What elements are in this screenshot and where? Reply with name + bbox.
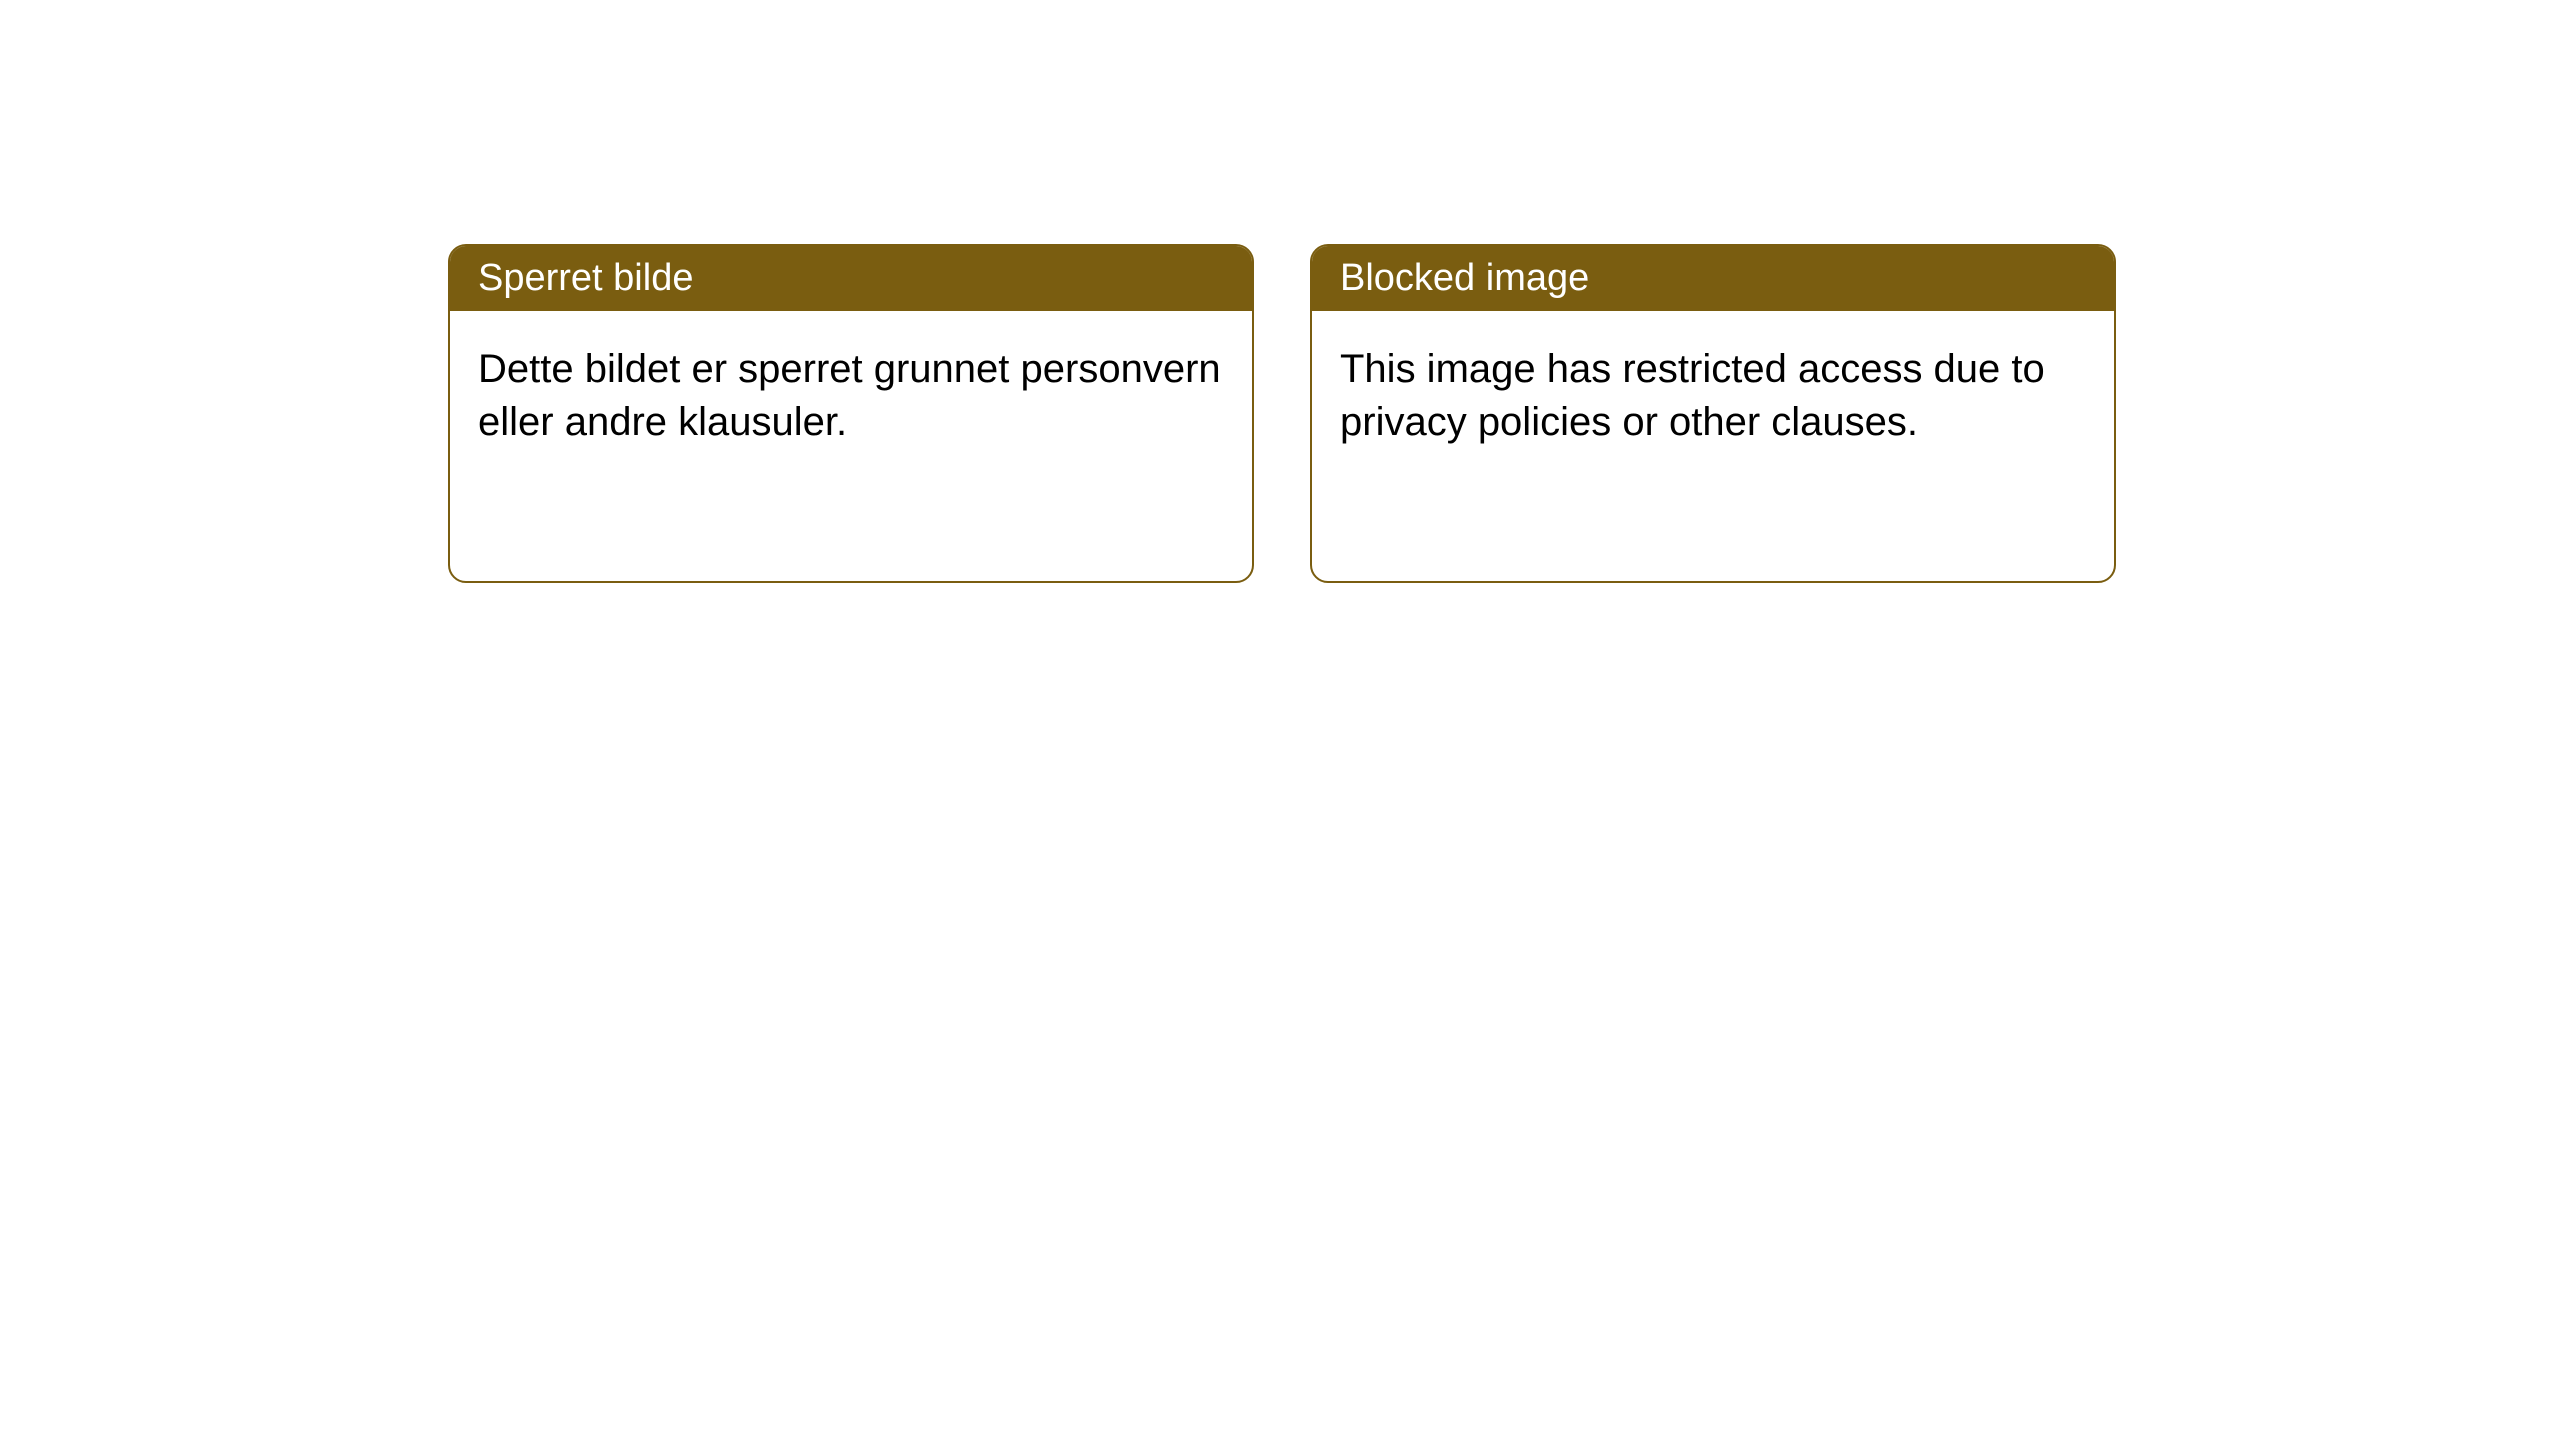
card-body: Dette bildet er sperret grunnet personve… <box>450 311 1252 581</box>
card-body: This image has restricted access due to … <box>1312 311 2114 581</box>
card-text: Dette bildet er sperret grunnet personve… <box>478 343 1224 449</box>
notice-cards-container: Sperret bilde Dette bildet er sperret gr… <box>0 0 2560 583</box>
notice-card-english: Blocked image This image has restricted … <box>1310 244 2116 583</box>
card-title: Blocked image <box>1340 257 1589 299</box>
card-text: This image has restricted access due to … <box>1340 343 2086 449</box>
card-header: Sperret bilde <box>450 246 1252 311</box>
card-title: Sperret bilde <box>478 257 693 299</box>
notice-card-norwegian: Sperret bilde Dette bildet er sperret gr… <box>448 244 1254 583</box>
card-header: Blocked image <box>1312 246 2114 311</box>
